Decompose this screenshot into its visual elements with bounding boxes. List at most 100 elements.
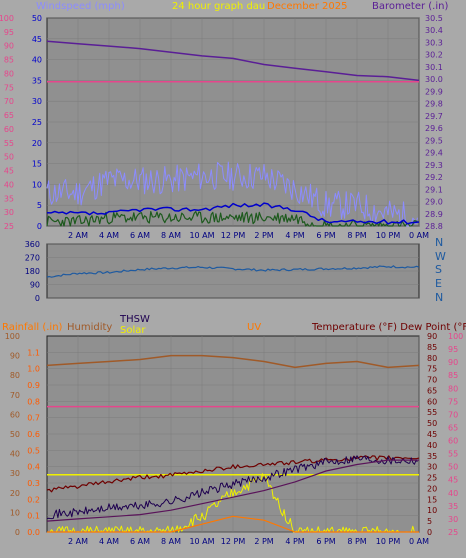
p3-x-tick-label: 12 PM [221, 537, 246, 546]
graph-title: 24 hour graph dau [172, 1, 265, 12]
p1-left2-tick-label: 30 [32, 97, 42, 106]
p3-temp2-tick-label: 30 [448, 515, 458, 524]
p3-rain-tick-label: 0.9 [27, 381, 40, 390]
p1-right-tick-label: 29.5 [425, 136, 443, 145]
p1-x-tick-label: 4 PM [285, 231, 304, 240]
p3-rain-tick-label: 0.6 [27, 430, 40, 439]
p1-left-tick-label: 30 [4, 208, 14, 217]
p3-rain-tick-label: 0.4 [27, 463, 40, 472]
p3-x-tick-label: 4 PM [285, 537, 304, 546]
p3-temp2-tick-label: 45 [448, 476, 458, 485]
p1-left-tick-label: 25 [4, 222, 14, 231]
p3-temp2-tick-label: 50 [448, 463, 458, 472]
p1-left2-tick-label: 40 [32, 56, 42, 65]
p1-x-tick-label: 2 PM [254, 231, 273, 240]
p1-right-tick-label: 30.3 [425, 38, 443, 47]
p1-x-tick-label: 12 PM [221, 231, 246, 240]
p1-left-tick-label: 85 [4, 56, 14, 65]
p1-left2-tick-label: 50 [32, 14, 42, 23]
p3-temp-tick-label: 45 [427, 430, 437, 439]
p1-right-tick-label: 29.3 [425, 161, 443, 170]
wind-low-series [46, 210, 418, 227]
p2-left-tick-label: 0 [35, 294, 40, 303]
p1-left-tick-label: 95 [4, 28, 14, 37]
p1-x-tick-label: 2 AM [68, 231, 88, 240]
p1-left2-tick-label: 45 [32, 35, 42, 44]
p1-right-tick-label: 30.1 [425, 63, 443, 72]
temperature-dew-label: Temperature (°F) Dew Point (°F) [311, 322, 466, 333]
p3-humidity-tick-label: 70 [10, 391, 20, 400]
p3-rain-tick-label: 0.2 [27, 495, 40, 504]
p1-right-tick-label: 29.2 [425, 173, 443, 182]
p1-left-tick-label: 90 [4, 42, 14, 51]
p1-left-tick-label: 75 [4, 83, 14, 92]
wind-direction-series [46, 265, 420, 278]
p3-temp2-tick-label: 100 [448, 332, 463, 341]
p1-left2-tick-label: 20 [32, 139, 42, 148]
p3-temp2-tick-label: 75 [448, 397, 458, 406]
p3-temp2-tick-label: 55 [448, 450, 458, 459]
p3-temp-tick-label: 80 [427, 354, 437, 363]
p3-temp2-tick-label: 80 [448, 384, 458, 393]
p1-right-tick-label: 30.4 [425, 26, 443, 35]
p3-x-tick-label: 2 AM [68, 537, 88, 546]
p3-temp-tick-label: 30 [427, 463, 437, 472]
p3-temp2-tick-label: 70 [448, 410, 458, 419]
p3-temp-tick-label: 35 [427, 452, 437, 461]
p3-temp2-tick-label: 40 [448, 489, 458, 498]
p1-x-tick-label: 0 AM [409, 231, 429, 240]
p3-humidity-tick-label: 80 [10, 371, 20, 380]
p3-x-tick-label: 8 PM [347, 537, 366, 546]
p1-x-tick-label: 8 PM [347, 231, 366, 240]
uv-label: UV [247, 322, 261, 333]
p3-rain-tick-label: 0.1 [27, 512, 40, 521]
dew-point-series [46, 459, 419, 522]
p3-x-tick-label: 10 AM [189, 537, 214, 546]
p1-left-tick-label: 70 [4, 97, 14, 106]
p3-temp2-tick-label: 95 [448, 345, 458, 354]
p3-temp-tick-label: 60 [427, 397, 437, 406]
windspeed-title: Windspeed (mph) [36, 1, 125, 12]
p1-right-tick-label: 28.8 [425, 222, 443, 231]
p3-temp-tick-label: 65 [427, 386, 437, 395]
barometer-title: Barometer (.in) [372, 1, 448, 12]
p1-left-tick-label: 100 [0, 14, 14, 23]
direction-label-e: E [435, 277, 442, 290]
p3-rain-tick-label: 0.8 [27, 397, 40, 406]
p3-humidity-tick-label: 100 [5, 332, 20, 341]
p3-temp-tick-label: 10 [427, 506, 437, 515]
direction-label-w: W [435, 250, 446, 263]
p3-temp-tick-label: 85 [427, 343, 437, 352]
wind-average-series [46, 202, 420, 225]
p1-left2-tick-label: 5 [37, 201, 42, 210]
wind-gust-series [46, 161, 418, 227]
p3-humidity-tick-label: 0 [15, 528, 20, 537]
p1-left-tick-label: 40 [4, 180, 14, 189]
thsw-series [46, 455, 418, 520]
p3-temp-tick-label: 90 [427, 332, 437, 341]
direction-label-n-bottom: N [435, 291, 443, 304]
p3-temp2-tick-label: 35 [448, 502, 458, 511]
p1-left-tick-label: 65 [4, 111, 14, 120]
p1-right-tick-label: 30.2 [425, 51, 443, 60]
direction-label-n-top: N [435, 236, 443, 249]
p3-x-tick-label: 6 AM [130, 537, 150, 546]
p1-right-tick-label: 29.8 [425, 100, 443, 109]
p2-left-tick-label: 90 [30, 281, 40, 290]
p3-temp-tick-label: 50 [427, 419, 437, 428]
p3-temp-tick-label: 75 [427, 365, 437, 374]
p3-rain-tick-label: 1.0 [27, 365, 40, 374]
p1-left2-tick-label: 25 [32, 118, 42, 127]
p3-x-tick-label: 6 PM [316, 537, 335, 546]
p1-left-tick-label: 50 [4, 153, 14, 162]
p1-left2-tick-label: 10 [32, 180, 42, 189]
p1-right-tick-label: 29.6 [425, 124, 443, 133]
p1-x-tick-label: 6 PM [316, 231, 335, 240]
p1-left-tick-label: 55 [4, 139, 14, 148]
rainfall-label: Rainfall (.in) [2, 322, 63, 333]
p3-humidity-tick-label: 40 [10, 450, 20, 459]
p1-right-tick-label: 29.0 [425, 198, 443, 207]
p3-x-tick-label: 2 PM [254, 537, 273, 546]
p1-x-tick-label: 4 AM [99, 231, 119, 240]
solar-series [47, 473, 418, 533]
